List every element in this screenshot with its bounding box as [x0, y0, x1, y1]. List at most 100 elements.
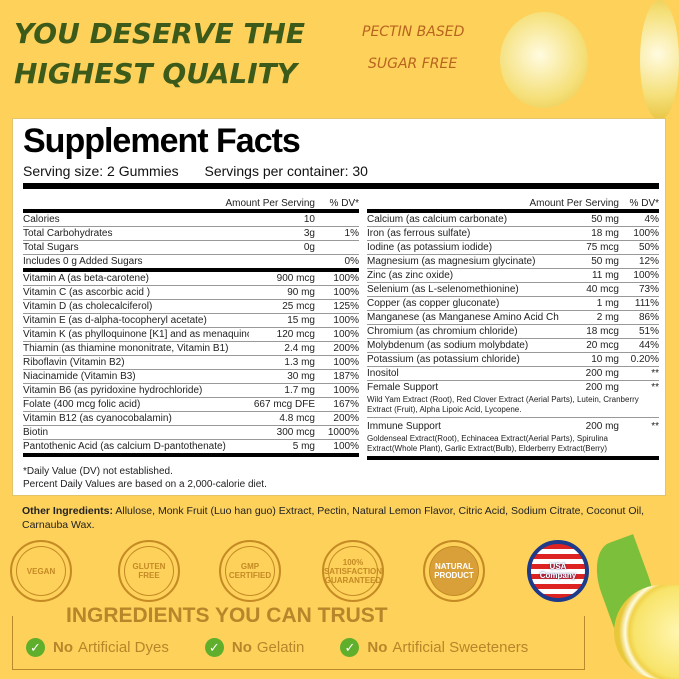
nutrient-row: Molybdenum (as sodium molybdate) 20 mcg 44…	[367, 339, 659, 353]
nutrient-name: Vitamin B12 (as cyanocobalamin)	[23, 413, 172, 424]
nutrient-name: Magnesium (as magnesium glycinate)	[367, 256, 536, 267]
nutrient-amount: 10	[303, 214, 315, 225]
nutrient-dv: 100%	[333, 441, 359, 452]
nutrient-amount: 2 mg	[596, 312, 619, 323]
nutrient-name: Niacinamide (Vitamin B3)	[23, 371, 136, 382]
nutrient-amount: 200 mg	[585, 368, 619, 379]
nutrient-row: Niacinamide (Vitamin B3) 30 mg 187%	[23, 370, 359, 384]
trust-item: ✓ No Artificial Dyes	[26, 638, 169, 657]
nutrient-dv: 187%	[333, 371, 359, 382]
badge-label: VEGAN	[26, 566, 56, 576]
check-icon: ✓	[340, 638, 360, 657]
nutrient-name: Calcium (as calcium carbonate)	[367, 214, 508, 225]
nutrient-dv: 100%	[633, 270, 659, 281]
female-support-row: Female Support 200 mg ** Wild Yam Extract …	[367, 381, 659, 418]
nutrient-dv: 100%	[333, 385, 359, 396]
nutrient-name: Female Support	[367, 382, 439, 393]
nutrient-name: Inositol	[367, 368, 399, 379]
nutrient-row: Includes 0 g Added Sugars 0%	[23, 255, 359, 272]
nutrient-amount: 90 mg	[287, 287, 315, 298]
nutrient-amount: 5 mg	[292, 441, 315, 452]
supplement-facts-panel: Supplement Facts Serving size: 2 Gummies…	[12, 118, 666, 496]
usa-flag-icon: USA Company	[527, 540, 589, 602]
servings-per-container: Servings per container: 30	[204, 163, 368, 179]
trust-no: No	[231, 639, 252, 656]
header-amount: Amount Per Serving	[225, 198, 316, 209]
gmp-icon: GMP CERTIFIED	[219, 540, 281, 602]
trust-box	[12, 616, 585, 670]
nutrient-row: Calories 10	[23, 213, 359, 227]
nutrient-row: Vitamin A (as beta-carotene) 900 mcg 100%	[23, 272, 359, 286]
nutrient-name: Immune Support	[367, 421, 441, 432]
nutrient-dv: 86%	[638, 312, 659, 323]
nutrient-amount: 25 mcg	[282, 301, 315, 312]
nutrient-amount: 0g	[303, 242, 315, 253]
nutrient-name: Vitamin C (as ascorbic acid )	[23, 287, 151, 298]
serving-size: Serving size: 2 Gummies	[23, 163, 179, 179]
nutrient-row: Selenium (as L-selenomethionine) 40 mcg 73…	[367, 283, 659, 297]
badge-label: GLUTEN FREE	[132, 562, 166, 580]
nutrient-dv	[315, 241, 359, 254]
nutrient-dv: 167%	[333, 399, 359, 410]
nutrient-name: Potassium (as potassium chloride)	[367, 354, 520, 365]
immune-support-row: Immune Support 200 mg ** Goldenseal Extrac…	[367, 418, 659, 460]
nutrient-row: Vitamin C (as ascorbic acid ) 90 mg 100%	[23, 286, 359, 300]
trust-items: ✓ No Artificial Dyes ✓ No Gelatin ✓ No Artific…	[26, 638, 528, 657]
serving-info: Serving size: 2 Gummies Servings per con…	[23, 163, 390, 179]
tag-pectin-based: PECTIN BASED	[362, 24, 465, 40]
nutrient-amount: 10 mg	[591, 354, 619, 365]
trust-text: Gelatin	[256, 639, 305, 656]
nutrient-row: Vitamin K (as phylloquinone [K1] and as …	[23, 328, 359, 342]
nutrient-name: Iodine (as potassium iodide)	[367, 242, 493, 253]
nutrient-name: Calories	[23, 214, 60, 225]
nutrient-dv: 200%	[333, 343, 359, 354]
vegan-icon: VEGAN	[10, 540, 72, 602]
nutrient-dv: 12%	[638, 256, 659, 267]
nutrient-amount: 50 mg	[591, 214, 619, 225]
nutrient-name: Vitamin D (as cholecalciferol)	[23, 301, 153, 312]
nutrient-dv	[315, 213, 359, 226]
nutrient-amount: 200 mg	[585, 382, 619, 393]
nutrient-name: Molybdenum (as sodium molybdate)	[367, 340, 529, 351]
nutrient-amount: 200 mg	[585, 421, 619, 432]
nutrient-row: Iodine (as potassium iodide) 75 mcg 50%	[367, 241, 659, 255]
divider-bar	[23, 183, 659, 189]
nutrient-amount: 1.7 mg	[284, 385, 315, 396]
nutrient-row: Potassium (as potassium chloride) 10 mg 0.…	[367, 353, 659, 367]
nutrient-row: Copper (as copper gluconate) 1 mg 111%	[367, 297, 659, 311]
nutrient-row: Vitamin B12 (as cyanocobalamin) 4.8 mcg 20…	[23, 412, 359, 426]
trust-title: INGREDIENTS YOU CAN TRUST	[60, 604, 394, 628]
nutrient-dv: 111%	[634, 298, 659, 309]
trust-text: Artificial Dyes	[78, 639, 169, 656]
nutrient-dv: 100%	[333, 315, 359, 326]
trust-text: Artificial Sweeteners	[392, 639, 529, 656]
nutrient-row: Calcium (as calcium carbonate) 50 mg 4%	[367, 213, 659, 227]
nutrient-row: Total Sugars 0g	[23, 241, 359, 255]
nutrient-name: Iron (as ferrous sulfate)	[367, 228, 471, 239]
nutrient-amount: 667 mcg DFE	[253, 399, 315, 410]
nutrient-name: Vitamin K (as phylloquinone [K1] and as …	[23, 329, 249, 340]
header-amount: Amount Per Serving	[529, 198, 620, 209]
nutrient-dv: 1%	[344, 228, 359, 239]
nutrient-amount: 11 mg	[591, 270, 619, 281]
check-icon: ✓	[204, 638, 224, 657]
nutrient-row: Pantothenic Acid (as calcium D-pantothen…	[23, 440, 359, 457]
footnote-calorie: Percent Daily Values are based on a 2,00…	[23, 479, 267, 490]
nutrient-amount: 18 mcg	[586, 326, 619, 337]
nutrient-name: Vitamin B6 (as pyridoxine hydrochloride)	[23, 385, 203, 396]
nutrient-amount: 75 mcg	[586, 242, 619, 253]
natural-product-icon: NATURAL PRODUCT	[423, 540, 485, 602]
nutrient-dv: 200%	[333, 413, 359, 424]
nutrient-row: Riboflavin (Vitamin B2) 1.3 mg 100%	[23, 356, 359, 370]
trust-item: ✓ No Gelatin	[204, 638, 305, 657]
nutrient-amount: 15 mg	[287, 315, 315, 326]
nutrient-amount: 2.4 mg	[284, 343, 315, 354]
column-header: Amount Per Serving % DV*	[367, 199, 659, 213]
nutrient-name: Chromium (as chromium chloride)	[367, 326, 518, 337]
nutrient-row: Thiamin (as thiamine mononitrate, Vitami…	[23, 342, 359, 356]
facts-right-column: Amount Per Serving % DV* Calcium (as calc…	[367, 199, 659, 460]
trust-item: ✓ No Artificial Sweeteners	[340, 638, 528, 657]
nutrient-dv: 100%	[333, 357, 359, 368]
badge-label: NATURAL PRODUCT	[434, 562, 474, 580]
nutrient-amount: 50 mg	[591, 256, 619, 267]
